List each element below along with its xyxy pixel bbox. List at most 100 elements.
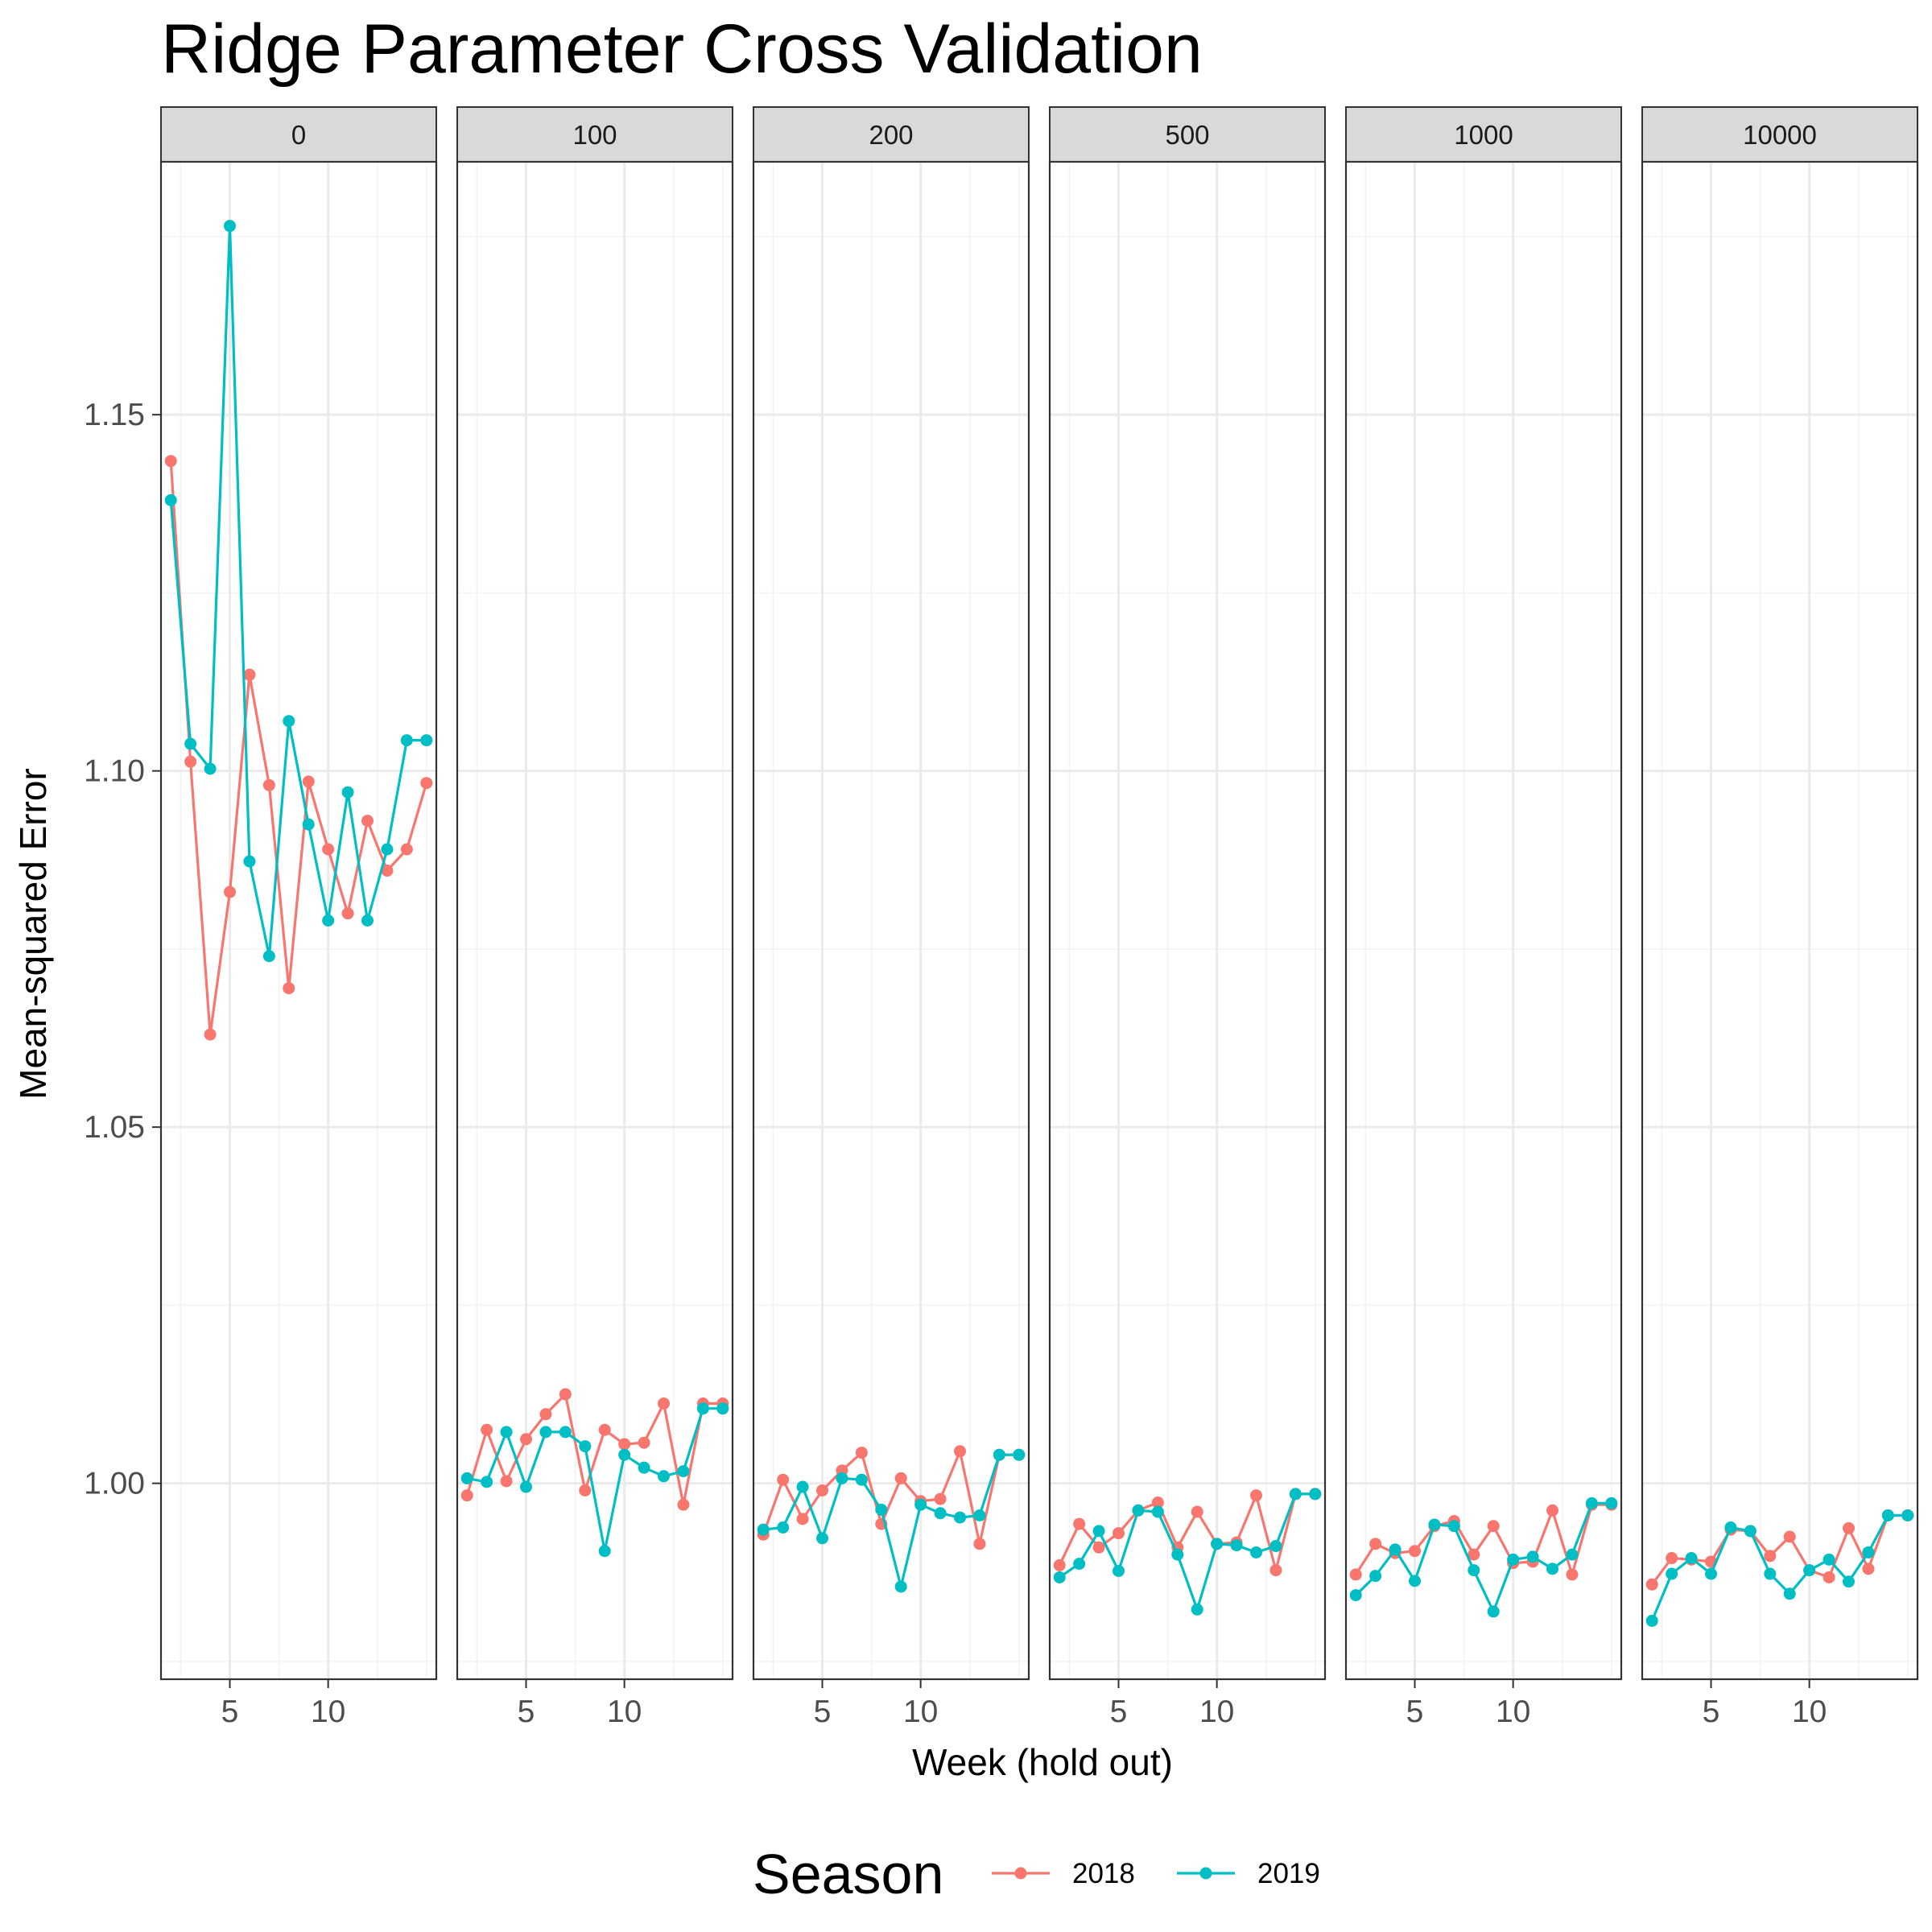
data-point-2019 [1605,1496,1618,1509]
data-point-2019 [400,734,413,747]
data-point-2018 [894,1472,907,1484]
x-tick-label: 5 [1703,1695,1720,1729]
data-point-2018 [361,815,374,828]
data-point-2019 [855,1473,868,1486]
data-point-2018 [302,775,315,788]
data-point-2018 [1073,1517,1086,1530]
data-point-2019 [361,914,374,927]
data-point-2019 [1151,1505,1164,1518]
data-point-2018 [777,1473,790,1486]
data-point-2019 [1053,1571,1066,1583]
data-point-2019 [1507,1553,1520,1566]
data-point-2019 [302,818,315,831]
data-point-2018 [1764,1550,1777,1563]
panel-border [456,160,734,1681]
legend-items: 2018 2019 [992,1858,1320,1889]
facet-strip-label: 1000 [1454,120,1513,150]
data-point-2018 [184,755,197,768]
data-point-2018 [1546,1504,1558,1517]
data-point-2019 [914,1498,927,1511]
data-point-2019 [184,737,197,750]
facet-strip [1345,106,1622,163]
data-point-2019 [1783,1587,1796,1600]
data-point-2019 [283,715,295,728]
data-point-2019 [1487,1605,1500,1618]
x-tick-label: 10 [311,1695,345,1729]
data-point-2019 [500,1426,513,1439]
facet-strip [160,106,437,163]
y-tick-label: 1.15 [84,398,145,432]
data-point-2019 [1230,1539,1243,1552]
data-point-2018 [658,1397,670,1410]
data-point-2019 [1764,1567,1777,1580]
data-point-2019 [539,1426,552,1439]
panel-background [753,162,1029,1679]
data-point-2018 [1566,1568,1579,1581]
facet-strip-label: 200 [869,120,913,150]
x-tick-label: 10 [1792,1695,1827,1729]
data-point-2018 [322,843,335,856]
data-point-2019 [934,1507,947,1520]
data-point-2019 [973,1509,986,1521]
data-point-2018 [1823,1571,1835,1583]
data-point-2019 [993,1448,1005,1461]
data-point-2019 [481,1476,493,1488]
legend-item-2018: 2018 [992,1858,1135,1889]
facet-strip [753,106,1030,163]
data-point-2018 [481,1423,493,1436]
data-point-2019 [1092,1525,1105,1538]
data-point-2019 [164,493,177,506]
data-point-2019 [341,786,354,799]
data-point-2019 [1585,1496,1598,1509]
series-line-2018 [465,1393,723,1506]
data-point-2019 [1666,1567,1678,1580]
data-point-2018 [796,1513,809,1525]
data-point-2018 [539,1408,552,1421]
panel-background [1642,162,1918,1679]
data-point-2019 [224,220,236,233]
data-point-2018 [460,1489,473,1502]
x-tick-label: 10 [1199,1695,1234,1729]
data-point-2019 [716,1402,729,1415]
data-point-2018 [677,1498,690,1511]
data-point-2018 [381,865,394,877]
data-point-2019 [677,1465,690,1478]
data-point-2019 [1409,1575,1421,1587]
data-point-2019 [1269,1540,1282,1553]
y-tick-label: 1.05 [84,1110,145,1145]
data-point-2018 [1409,1545,1421,1558]
data-point-2018 [638,1436,650,1449]
facet-strip-label: 10000 [1743,120,1817,150]
data-point-2019 [322,914,335,927]
data-point-2019 [1862,1546,1875,1558]
legend: Season 2018 2019 [753,1843,1320,1905]
data-point-2018 [954,1445,966,1458]
data-point-2018 [1487,1520,1500,1533]
x-tick-label: 5 [814,1695,832,1729]
data-point-2019 [777,1521,790,1534]
x-axis-title: Week (hold out) [912,1741,1173,1783]
data-point-2019 [1289,1488,1302,1501]
legend-title: Season [753,1843,943,1905]
data-point-2019 [1744,1525,1757,1538]
data-point-2018 [1349,1568,1362,1581]
data-point-2018 [1862,1563,1875,1575]
data-point-2019 [1132,1504,1145,1517]
data-point-2018 [224,886,236,898]
y-tick-label: 1.10 [84,754,145,789]
facet-panel-10000: 10000 5 10 [1641,106,1919,1729]
data-point-2019 [1191,1603,1203,1616]
facet-panel-200: 200 5 10 [752,106,1030,1729]
data-point-2019 [1685,1552,1698,1565]
data-point-2019 [1881,1509,1894,1521]
panel-border [159,160,438,1681]
y-axis: 1.00 1.05 1.10 1.15 [84,398,161,1501]
data-point-2019 [618,1448,631,1461]
y-axis-title: Mean-squared Error [12,768,54,1100]
data-point-2019 [638,1461,650,1474]
data-point-2018 [164,455,177,468]
data-point-2018 [1783,1530,1796,1543]
data-point-2019 [1566,1548,1579,1561]
facet-strip-label: 100 [572,120,617,150]
data-point-2019 [1428,1518,1441,1531]
